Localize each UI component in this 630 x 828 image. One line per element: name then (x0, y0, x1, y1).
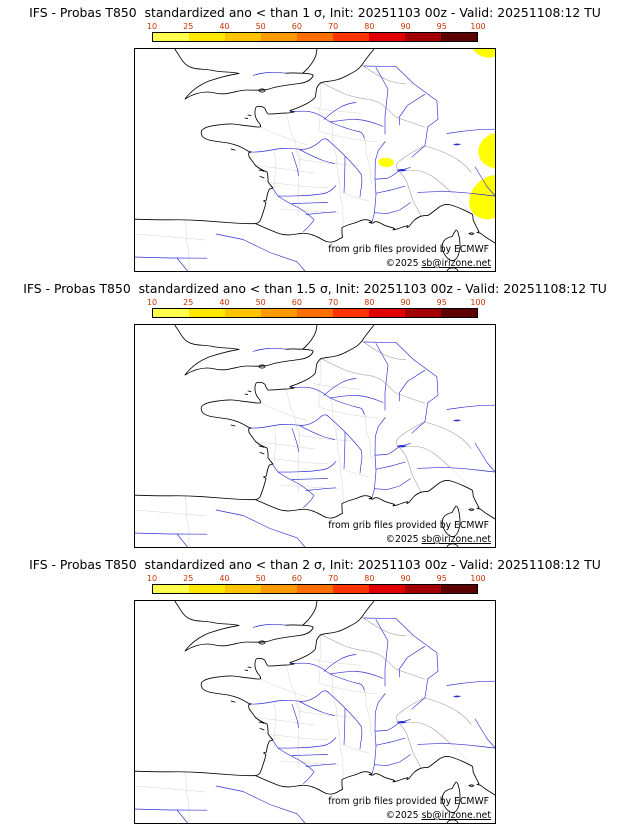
panel-sigma-2: IFS - Probas T850 standardized ano < tha… (0, 552, 630, 828)
colorbar-segment (297, 309, 333, 317)
colorbar-segment (369, 309, 405, 317)
colorbar-tick: 50 (255, 22, 266, 31)
copyright-handle: sb@irizone.net (421, 258, 491, 269)
colorbar-tick: 40 (219, 298, 230, 307)
map-panel-3: from grib files provided by ECMWF ©2025 … (134, 600, 496, 824)
colorbar-tick: 90 (400, 22, 411, 31)
colorbar-tick: 50 (255, 574, 266, 583)
colorbar-tick: 60 (291, 574, 302, 583)
colorbar-segment (333, 33, 369, 41)
colorbar-segment (405, 585, 441, 593)
copyright-text: ©2025 sb@irizone.net (386, 810, 491, 821)
copyright-prefix: ©2025 (385, 258, 422, 269)
colorbar-segment (297, 585, 333, 593)
copyright-prefix: ©2025 (385, 534, 422, 545)
page-title: IFS - Probas T850 standardized ano < tha… (29, 5, 601, 20)
colorbar-segment (153, 585, 189, 593)
anomaly-shading-group (378, 49, 495, 220)
colorbar-gradient (152, 32, 478, 42)
colorbar-segment (189, 33, 225, 41)
page-title: IFS - Probas T850 standardized ano < tha… (23, 281, 607, 296)
panel-sigma-1-5: IFS - Probas T850 standardized ano < tha… (0, 276, 630, 552)
colorbar-segment (189, 309, 225, 317)
map-svg-1 (135, 49, 495, 271)
colorbar-segment (153, 33, 189, 41)
colorbar-tick: 40 (219, 574, 230, 583)
colorbar-tick: 40 (219, 22, 230, 31)
colorbar-tick: 25 (183, 574, 194, 583)
colorbar-tick: 100 (470, 298, 486, 307)
colorbar-tick: 50 (255, 298, 266, 307)
colorbar-tick: 80 (364, 574, 375, 583)
map-svg-2 (135, 325, 495, 547)
colorbar-tick: 60 (291, 298, 302, 307)
colorbar-segment (261, 309, 297, 317)
colorbar-tick: 80 (364, 298, 375, 307)
colorbar-tick: 90 (400, 574, 411, 583)
colorbar-segment (441, 33, 477, 41)
colorbar-tick: 100 (470, 574, 486, 583)
attribution-text: from grib files provided by ECMWF (328, 244, 489, 255)
anomaly-region (478, 133, 495, 169)
colorbar-segment (261, 33, 297, 41)
colorbar-tick: 95 (436, 22, 447, 31)
copyright-text: ©2025 sb@irizone.net (386, 534, 491, 545)
colorbar-segment (225, 33, 261, 41)
map-svg-3 (135, 601, 495, 823)
attribution-text: from grib files provided by ECMWF (328, 520, 489, 531)
colorbar-tick: 70 (328, 574, 339, 583)
colorbar-tick: 10 (146, 298, 158, 307)
colorbar-tick: 10 (146, 22, 158, 31)
colorbar-tick: 25 (183, 22, 194, 31)
anomaly-region (473, 49, 495, 58)
colorbar-segment (189, 585, 225, 593)
colorbar-segment (225, 585, 261, 593)
colorbar-segment (225, 309, 261, 317)
page-title: IFS - Probas T850 standardized ano < tha… (29, 557, 601, 572)
colorbar-tick: 100 (470, 22, 486, 31)
colorbar-gradient (152, 308, 478, 318)
colorbar-tick: 10 (146, 574, 158, 583)
colorbar-segment (333, 585, 369, 593)
colorbar-ticks: 10 25 40 50 60 70 80 90 95 100 (147, 298, 486, 308)
colorbar-tick: 60 (291, 22, 302, 31)
colorbar-gradient (152, 584, 478, 594)
colorbar-segment (441, 585, 477, 593)
colorbar-segment (405, 33, 441, 41)
anomaly-region (378, 157, 394, 168)
colorbar-tick: 90 (400, 298, 411, 307)
panel-sigma-1: IFS - Probas T850 standardized ano < tha… (0, 0, 630, 276)
colorbar-segment (369, 585, 405, 593)
copyright-handle: sb@irizone.net (421, 534, 491, 545)
map-panel-1: from grib files provided by ECMWF ©2025 … (134, 48, 496, 272)
colorbar-ticks: 10 25 40 50 60 70 80 90 95 100 (147, 574, 486, 584)
attribution-text: from grib files provided by ECMWF (328, 796, 489, 807)
colorbar-segment (369, 33, 405, 41)
anomaly-region (469, 175, 495, 220)
colorbar-tick: 95 (436, 298, 447, 307)
colorbar-tick: 70 (328, 298, 339, 307)
copyright-prefix: ©2025 (385, 810, 422, 821)
colorbar-tick: 95 (436, 574, 447, 583)
colorbar: 10 25 40 50 60 70 80 90 95 100 (147, 574, 486, 594)
colorbar-segment (333, 309, 369, 317)
colorbar-ticks: 10 25 40 50 60 70 80 90 95 100 (147, 22, 486, 32)
map-panel-2: from grib files provided by ECMWF ©2025 … (134, 324, 496, 548)
colorbar-segment (405, 309, 441, 317)
colorbar: 10 25 40 50 60 70 80 90 95 100 (147, 298, 486, 318)
colorbar: 10 25 40 50 60 70 80 90 95 100 (147, 22, 486, 42)
colorbar-segment (261, 585, 297, 593)
copyright-text: ©2025 sb@irizone.net (386, 258, 491, 269)
colorbar-tick: 80 (364, 22, 375, 31)
colorbar-tick: 70 (328, 22, 339, 31)
colorbar-tick: 25 (183, 298, 194, 307)
colorbar-segment (441, 309, 477, 317)
colorbar-segment (297, 33, 333, 41)
colorbar-segment (153, 309, 189, 317)
copyright-handle: sb@irizone.net (421, 810, 491, 821)
